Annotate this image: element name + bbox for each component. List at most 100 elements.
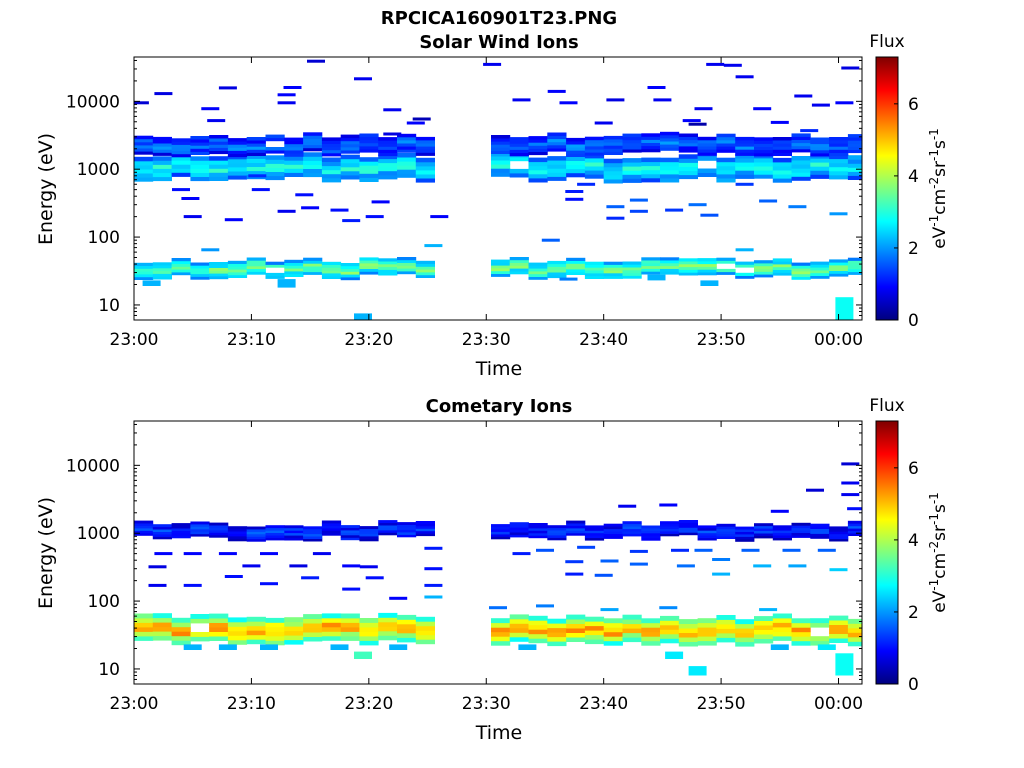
spectrogram-cell: [603, 631, 623, 637]
spectrogram-cell: [224, 575, 243, 578]
spectrogram-cell: [284, 532, 304, 536]
spectrogram-cell: [359, 139, 379, 144]
spectrogram-cell: [566, 168, 586, 174]
spectrogram-cell: [829, 538, 849, 542]
spectrogram-cell: [424, 595, 443, 599]
spectrogram-cell: [340, 158, 360, 164]
spectrogram-cell: [741, 548, 760, 552]
spectrogram-cell: [754, 174, 774, 179]
spectrogram-cell: [152, 270, 172, 274]
spectrogram-cell: [183, 644, 202, 650]
spectrogram-cell: [653, 98, 672, 102]
spectrogram-cell: [491, 529, 511, 532]
spectrogram-cell: [509, 268, 529, 272]
spectrogram-cell: [330, 644, 349, 650]
spectrogram-cell: [340, 627, 360, 632]
spectrogram-cell: [678, 527, 698, 531]
spectrogram-cell: [397, 165, 417, 170]
spectrogram-cell: [246, 170, 266, 176]
spectrogram-cell: [359, 149, 379, 153]
spectrogram-cell: [547, 141, 567, 146]
spectrogram-cell: [209, 270, 229, 274]
spectrogram-cell: [829, 620, 849, 625]
spectrogram-cell: [509, 173, 529, 178]
spectrogram-cell: [735, 166, 755, 171]
spectrogram-cell: [303, 147, 323, 152]
spectrogram-cell: [491, 265, 511, 269]
spectrogram-cell: [772, 537, 792, 541]
spectrogram-cell: [378, 612, 398, 618]
spectrogram-cell: [512, 98, 531, 102]
spectrogram-cell: [378, 525, 398, 528]
spectrogram-cell: [810, 270, 830, 274]
spectrogram-cell: [810, 146, 830, 151]
spectrogram-cell: [788, 564, 807, 568]
spectrogram-cell: [509, 137, 529, 141]
spectrogram-cell: [190, 523, 210, 527]
x-tick-label: 23:50: [697, 330, 746, 350]
spectrogram-cell: [359, 265, 379, 269]
spectrogram-cell: [359, 622, 379, 628]
spectrogram-cell: [810, 528, 830, 532]
spectrogram-cell: [284, 172, 304, 177]
spectrogram-cell: [829, 259, 849, 263]
spectrogram-cell: [321, 635, 342, 641]
y-axis-label: Energy (eV): [35, 497, 57, 609]
spectrogram-cell: [678, 142, 698, 147]
y-axis-label: Energy (eV): [35, 133, 57, 245]
spectrogram-cell: [791, 640, 811, 646]
spectrogram-cell: [829, 615, 849, 621]
spectrogram-cell: [378, 532, 398, 536]
x-axis-label: Time: [475, 722, 523, 744]
spectrogram-cell: [566, 520, 586, 524]
spectrogram-cell: [321, 261, 342, 265]
spectrogram-cell: [660, 257, 680, 261]
spectrogram-cell: [829, 174, 849, 180]
spectrogram-cell: [359, 538, 379, 542]
spectrogram-cell: [284, 621, 304, 627]
spectrogram-cell: [566, 628, 586, 633]
spectrogram-cell: [770, 120, 789, 124]
spectrogram-cell: [678, 532, 698, 536]
spectrogram-cell: [246, 149, 266, 153]
spectrogram-cell: [340, 534, 360, 538]
spectrogram-cell: [528, 136, 548, 140]
spectrogram-cell: [246, 140, 266, 144]
spectrogram-cell: [528, 178, 548, 183]
spectrogram-cell: [603, 267, 623, 271]
spectrogram-cell: [772, 261, 792, 265]
spectrogram-cell: [246, 146, 266, 150]
spectrogram-cell: [641, 636, 661, 642]
spectrogram-cell: [321, 165, 342, 171]
spectrogram-cell: [265, 134, 285, 139]
spectrogram-cell: [772, 272, 792, 276]
spectrogram-cell: [246, 634, 266, 640]
spectrogram-cell: [284, 268, 304, 272]
spectrogram-cell: [829, 146, 849, 150]
spectrogram-cell: [547, 164, 567, 169]
spectrogram-cell: [603, 261, 623, 265]
spectrogram-cell: [397, 265, 417, 269]
spectrogram-cell: [641, 271, 661, 275]
spectrogram-cell: [622, 619, 642, 625]
spectrogram-cell: [700, 280, 719, 286]
spectrogram-cell: [716, 257, 736, 261]
spectrogram-cell: [716, 174, 736, 179]
spectrogram-cell: [847, 627, 862, 633]
spectrogram-cell: [209, 622, 229, 628]
spectrogram-cell: [415, 634, 435, 640]
spectrogram-cell: [265, 635, 285, 641]
spectrogram-cell: [791, 622, 811, 628]
spectrogram-cell: [509, 259, 529, 263]
spectrogram-cell: [716, 146, 736, 150]
spectrogram-cell: [397, 143, 417, 147]
spectrogram-cell: [660, 615, 680, 621]
spectrogram-cell: [829, 528, 849, 532]
spectrogram-cell: [190, 139, 210, 143]
spectrogram-cell: [603, 179, 623, 184]
spectrogram-cell: [359, 268, 379, 272]
spectrogram-cell: [209, 164, 229, 169]
spectrogram-cell: [209, 160, 229, 165]
spectrogram-cell: [284, 153, 304, 157]
spectrogram-cell: [152, 631, 172, 637]
